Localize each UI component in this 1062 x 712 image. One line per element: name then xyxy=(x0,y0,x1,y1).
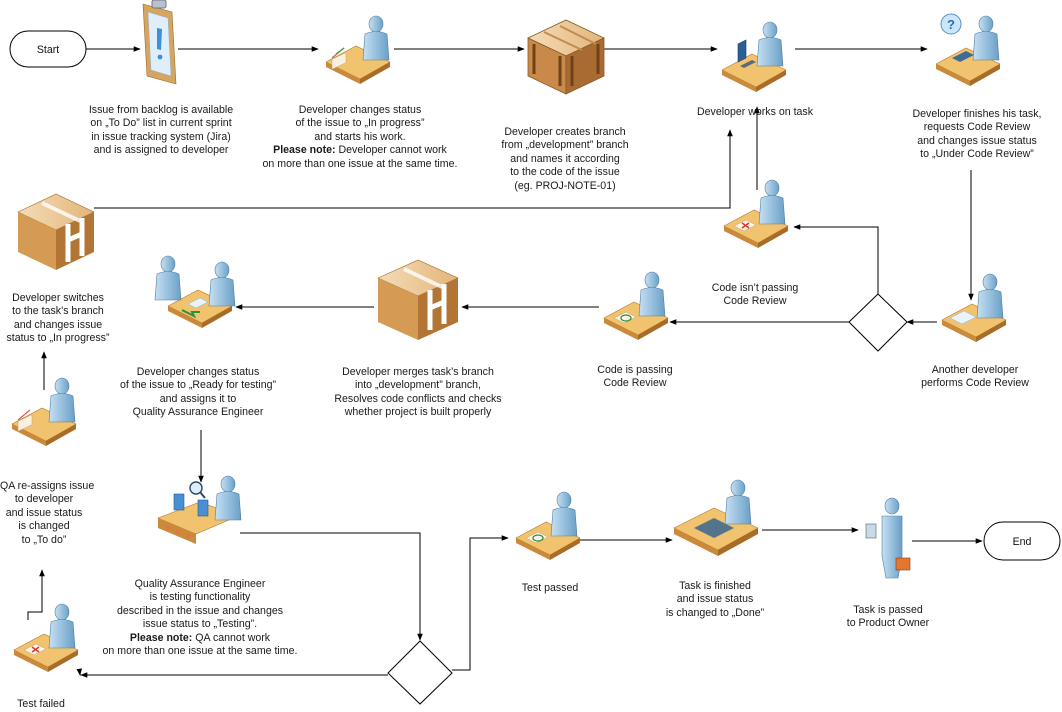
clipboard-icon xyxy=(142,0,177,85)
qa-testing-text: Quality Assurance Engineer is testing fun… xyxy=(102,578,298,658)
developer-desk-icon xyxy=(11,377,77,447)
test-decision-diamond xyxy=(387,640,453,705)
ready-step-text: Developer changes status of the issue to … xyxy=(119,366,277,419)
code-review-step-text: Another developer performs Code Review xyxy=(921,364,1029,390)
works-step-text: Developer works on task xyxy=(697,106,813,118)
wooden-crate-icon xyxy=(527,19,605,95)
not-passing-text: Code isn’t passing Code Review xyxy=(711,282,799,308)
branch-box-icon xyxy=(17,193,95,270)
product-owner-icon xyxy=(865,497,911,579)
review-decision-diamond xyxy=(848,293,908,352)
branch-step-text: Developer creates branch from „developmen… xyxy=(501,126,629,192)
developer-desk-icon xyxy=(325,15,391,85)
start-label: Start xyxy=(37,44,59,56)
product-owner-text: Task is passed to Product Owner xyxy=(846,604,930,630)
finishes-step-text: Developer finishes his task, requests Cod… xyxy=(912,108,1042,161)
note-label: Please note: xyxy=(129,631,193,644)
end-terminal: End xyxy=(983,521,1061,561)
developer-phone-icon: ? xyxy=(935,13,1001,87)
test-passed-text: Test passed xyxy=(521,582,579,594)
qa-reassigns-text: QA re-assigns issue to developer and issu… xyxy=(0,480,95,546)
developer-desk-icon xyxy=(673,479,759,556)
desk-approved-icon xyxy=(603,271,669,341)
start-terminal: Start xyxy=(9,30,87,68)
developer-computer-icon xyxy=(721,21,787,93)
reviewer-desk-icon xyxy=(941,273,1007,343)
qa-inspection-icon xyxy=(157,475,242,544)
passing-text: Code is passing Code Review xyxy=(597,364,673,390)
done-step-text: Task is finished and issue status is chan… xyxy=(665,580,765,619)
backlog-step-text: Issue from backlog is available on „To Do… xyxy=(88,104,234,157)
note-label: Please note: xyxy=(273,144,336,157)
in-progress-step-text: Developer changes status of the issue to … xyxy=(262,104,458,170)
desk-rejected-icon xyxy=(13,603,79,673)
desk-rejected-icon xyxy=(723,179,789,249)
merge-step-text: Developer merges task’s branch into „deve… xyxy=(334,366,502,419)
connectors xyxy=(27,46,983,678)
switches-step-text: Developer switches to the task’s branch a… xyxy=(6,292,110,345)
test-failed-text: Test failed xyxy=(17,698,65,710)
branch-box-icon xyxy=(377,259,459,340)
end-label: End xyxy=(1013,536,1032,548)
svg-text:?: ? xyxy=(947,17,955,32)
two-people-desk-icon xyxy=(154,255,236,329)
desk-approved-icon xyxy=(515,491,581,561)
